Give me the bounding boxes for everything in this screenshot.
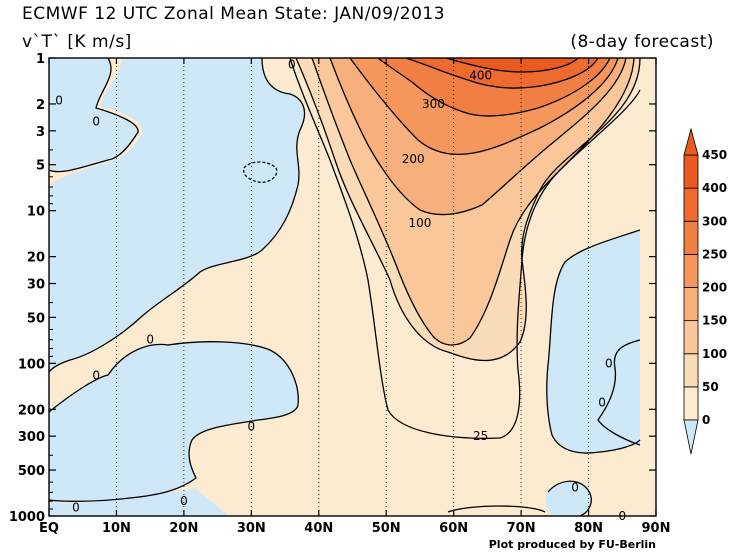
contour-line-0-polar-low bbox=[597, 339, 641, 446]
negative-region-polar-low bbox=[598, 340, 640, 445]
x-tick-label: 90N bbox=[642, 521, 671, 536]
contour-label: 0 bbox=[92, 368, 100, 382]
y-tick-label: 30 bbox=[27, 278, 45, 293]
colorbar-arrow-top bbox=[683, 127, 699, 156]
colorbar: 0 50 100 150 200 250 300 400 450 bbox=[683, 127, 727, 455]
plot-frame bbox=[48, 57, 657, 517]
y-tick-label: 10 bbox=[27, 205, 45, 220]
colorbar-label: 200 bbox=[702, 281, 727, 295]
contour-line-300 bbox=[405, 58, 599, 89]
contour-label: 0 bbox=[92, 114, 100, 128]
negative-region-tropical-upper bbox=[49, 58, 139, 172]
colorbar-label: 0 bbox=[702, 413, 710, 427]
x-tick-label: 60N bbox=[439, 521, 468, 536]
x-axis: EQ 10N 20N 30N 40N 50N 60N 70N 80N 90N bbox=[39, 58, 670, 536]
colorbar-arrow-bottom bbox=[683, 419, 699, 455]
chart-title: ECMWF 12 UTC Zonal Mean State: JAN/09/20… bbox=[22, 4, 446, 24]
colorbar-segment bbox=[683, 320, 699, 355]
y-tick-label: 50 bbox=[27, 311, 45, 326]
contour-labels: 400 300 200 100 25 0 0 0 0 0 0 0 0 0 0 0 0 bbox=[55, 57, 626, 523]
colorbar-segment bbox=[683, 220, 699, 255]
variable-units: v`T` [K m/s] bbox=[22, 32, 132, 52]
y-tick-label: 1000 bbox=[9, 510, 45, 525]
contour-label: 0 bbox=[598, 395, 606, 409]
y-tick-label: 2 bbox=[36, 98, 45, 113]
y-tick-label: 3 bbox=[36, 125, 45, 140]
contour-label: 0 bbox=[55, 94, 63, 108]
x-tick-label: 80N bbox=[574, 521, 603, 536]
y-tick-label: 1 bbox=[36, 52, 45, 67]
colorbar-label: 400 bbox=[702, 181, 727, 195]
contour-line-25 bbox=[289, 58, 641, 439]
colorbar-segment bbox=[683, 187, 699, 222]
band-400-450 bbox=[446, 58, 578, 72]
x-tick-label: EQ bbox=[39, 521, 59, 536]
negative-region-boundary-layer bbox=[49, 488, 230, 516]
y-tick-label: 5 bbox=[36, 159, 45, 174]
contour-label: 0 bbox=[605, 356, 613, 370]
contour-label: 400 bbox=[469, 68, 492, 82]
contour-label: 0 bbox=[618, 509, 626, 523]
contour-line-250 bbox=[377, 58, 611, 117]
contour-line-50 bbox=[295, 58, 641, 362]
negative-region-subtropical bbox=[49, 58, 305, 372]
credit-text: Plot produced by FU-Berlin bbox=[488, 538, 656, 551]
contour-line-200 bbox=[349, 58, 619, 156]
negative-region-surface-polar bbox=[545, 481, 592, 516]
y-tick-label: 100 bbox=[18, 357, 45, 372]
contour-line-100 bbox=[311, 58, 635, 346]
colorbar-label: 100 bbox=[702, 347, 727, 361]
x-tick-label: 70N bbox=[507, 521, 536, 536]
forecast-label: (8-day forecast) bbox=[570, 32, 714, 52]
colorbar-label: 150 bbox=[702, 314, 727, 328]
y-tick-label: 20 bbox=[27, 251, 45, 266]
contour-line-0-surface-polar bbox=[547, 480, 592, 516]
x-tick-label: 50N bbox=[372, 521, 401, 536]
contour-label: 0 bbox=[146, 333, 154, 347]
colorbar-label: 300 bbox=[702, 214, 727, 228]
x-tick-label: 30N bbox=[237, 521, 266, 536]
colorbar-label: 250 bbox=[702, 247, 727, 261]
colorbar-segment bbox=[683, 287, 699, 322]
contour-line-dashed-small bbox=[243, 161, 278, 184]
contour-line-0-subtropical bbox=[49, 58, 306, 373]
contour-label: 0 bbox=[571, 480, 579, 494]
contour-line-surface-25 bbox=[447, 505, 546, 513]
x-tick-label: 20N bbox=[169, 521, 198, 536]
colorbar-segment bbox=[683, 154, 699, 189]
contour-label: 0 bbox=[248, 420, 256, 434]
x-tick-label: 40N bbox=[304, 521, 333, 536]
contour-label: 25 bbox=[473, 429, 488, 443]
colorbar-segment bbox=[683, 386, 699, 421]
negative-region-lower bbox=[49, 341, 299, 502]
contour-line-0-polar-mid bbox=[546, 229, 641, 454]
y-tick-label: 200 bbox=[18, 403, 45, 418]
contour-label: 200 bbox=[402, 152, 425, 166]
contour-label: 0 bbox=[288, 57, 296, 71]
colorbar-label: 450 bbox=[702, 148, 727, 162]
colorbar-segment bbox=[683, 253, 699, 288]
contour-label: 300 bbox=[422, 97, 445, 111]
grid-lines bbox=[116, 58, 589, 516]
contour-line-0-lower bbox=[49, 341, 299, 502]
contour-label: 100 bbox=[408, 216, 431, 230]
colorbar-label: 50 bbox=[702, 380, 719, 394]
y-tick-label: 500 bbox=[18, 464, 45, 479]
contour-line-400 bbox=[445, 58, 579, 73]
contour-label: 0 bbox=[180, 494, 188, 508]
y-tick-label: 300 bbox=[18, 430, 45, 445]
colorbar-segment bbox=[683, 353, 699, 388]
x-tick-label: 10N bbox=[102, 521, 131, 536]
contour-label: 0 bbox=[72, 501, 80, 515]
contour-line-150 bbox=[329, 58, 627, 216]
contour-line-0-upper bbox=[49, 58, 139, 173]
